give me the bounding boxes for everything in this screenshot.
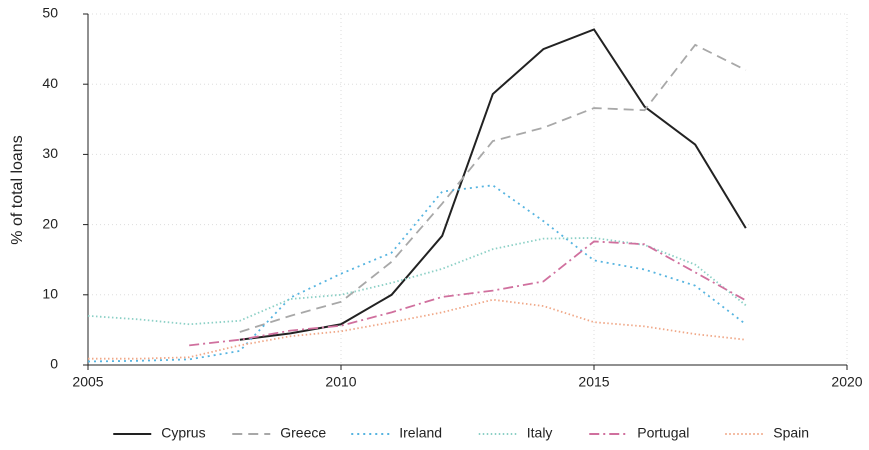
y-tick-label: 30 bbox=[42, 145, 58, 161]
line bbox=[88, 298, 746, 360]
line bbox=[87, 237, 747, 326]
y-tick-label: 20 bbox=[42, 215, 58, 231]
legend-label: Spain bbox=[773, 425, 809, 441]
legend-label: Italy bbox=[527, 425, 553, 441]
line bbox=[239, 43, 747, 333]
legend-label: Ireland bbox=[399, 425, 442, 441]
x-tick-label: 2020 bbox=[831, 374, 862, 390]
line bbox=[189, 240, 747, 347]
y-tick-label: 40 bbox=[42, 75, 58, 91]
legend-label: Cyprus bbox=[161, 425, 205, 441]
y-tick-label: 50 bbox=[42, 5, 58, 21]
line bbox=[87, 184, 747, 363]
legend-label: Portugal bbox=[637, 425, 689, 441]
legend-label: Greece bbox=[280, 425, 326, 441]
x-tick-label: 2015 bbox=[578, 374, 609, 390]
x-tick-label: 2005 bbox=[72, 374, 103, 390]
y-tick-label: 10 bbox=[42, 286, 58, 302]
line bbox=[239, 28, 747, 341]
y-tick-label: 0 bbox=[50, 356, 58, 372]
y-axis-label: % of total loans bbox=[9, 135, 26, 244]
x-tick-label: 2010 bbox=[325, 374, 356, 390]
